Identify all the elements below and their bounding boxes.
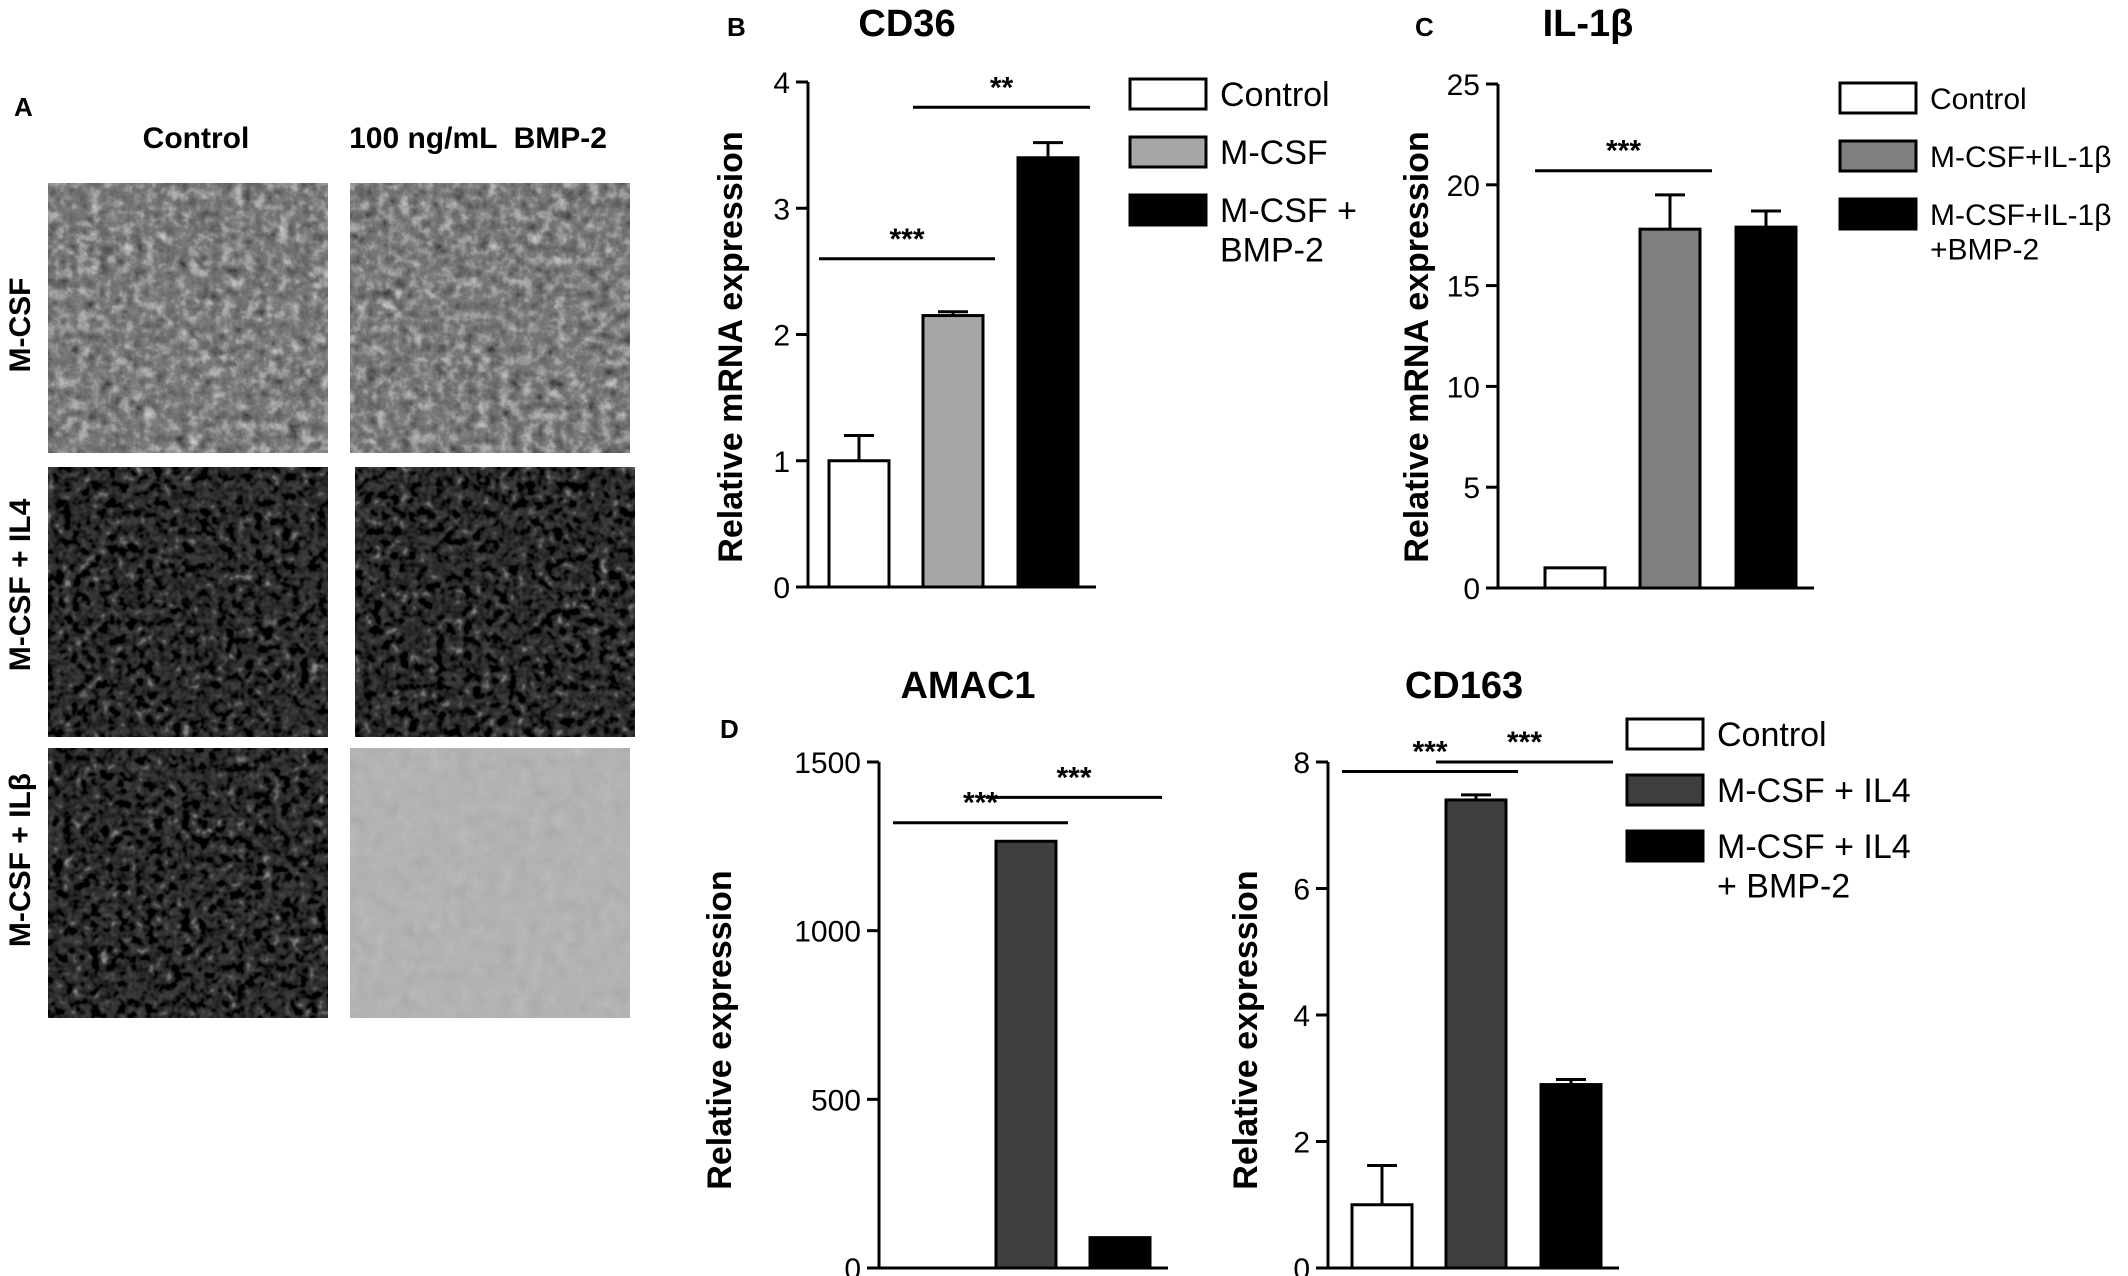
legend-label: Control: [1220, 76, 1330, 114]
y-tick-label: 0: [773, 572, 790, 605]
chart-amac1: D AMAC1 Relative expression 0 500 1000 1500…: [701, 665, 1168, 1276]
legend-label: Control: [1717, 716, 1827, 754]
y-tick-label: 4: [773, 67, 790, 100]
legend-label: M-CSF+IL-1β: [1930, 141, 2111, 174]
legend: Control M-CSF+IL-1β M-CSF+IL-1β +BMP-2: [1838, 81, 2111, 266]
legend-swatch: [1128, 135, 1208, 169]
y-tick-label: 25: [1447, 69, 1480, 102]
significance-label: ***: [1412, 735, 1447, 768]
micrograph-mcsf-bmp2: [350, 183, 630, 453]
legend-swatch: [1128, 77, 1208, 111]
y-tick-label: 2: [773, 320, 790, 353]
y-axis-label: Relative mRNA expression: [1398, 131, 1436, 562]
chart-title: IL-1β: [1543, 3, 1634, 45]
legend-swatch: [1625, 717, 1705, 751]
significance-label: ***: [889, 223, 924, 256]
legend-label: M-CSF + BMP-2: [1220, 192, 1357, 269]
y-axis-label: Relative expression: [1227, 870, 1265, 1189]
legend-label: M-CSF + IL4 + BMP-2: [1717, 828, 1911, 905]
legend-swatch: [1838, 81, 1918, 115]
chart-title: AMAC1: [900, 665, 1035, 707]
y-axis-label: Relative expression: [701, 870, 739, 1189]
plot-area: 0 5 10 15 20 25 ***: [1447, 69, 1814, 606]
bar-3: [1734, 225, 1798, 590]
legend-swatch: [1838, 197, 1918, 231]
bar-1: [1350, 1203, 1414, 1270]
bar-2: [921, 314, 985, 589]
y-tick-label: 1000: [794, 916, 861, 949]
micrograph-ilb-bmp2: [350, 748, 630, 1018]
significance-label: ***: [963, 787, 998, 820]
legend-label: M-CSF: [1220, 134, 1328, 172]
y-axis-label: Relative mRNA expression: [712, 131, 750, 562]
y-tick-label: 3: [773, 193, 790, 226]
legend: Control M-CSF + IL4 M-CSF + IL4 + BMP-2: [1625, 716, 1911, 905]
bar-1: [1543, 566, 1607, 590]
y-tick-label: 5: [1463, 472, 1480, 505]
legend-swatch: [1838, 139, 1918, 173]
bar-2: [994, 839, 1058, 1270]
significance-label: ***: [1606, 135, 1641, 168]
plot-area: 0 500 1000 1500 *** ***: [794, 747, 1168, 1276]
y-tick-label: 0: [844, 1253, 861, 1276]
bar-3: [1088, 1236, 1152, 1270]
legend-label: M-CSF + IL4: [1717, 772, 1911, 810]
y-tick-label: 6: [1293, 874, 1310, 907]
micrograph-il4-bmp2: [355, 467, 635, 737]
significance-label: ***: [1507, 726, 1542, 759]
column-header-bmp2: 100 ng/mL BMP-2: [349, 122, 607, 155]
y-tick-label: 1: [773, 446, 790, 479]
y-tick-label: 8: [1293, 747, 1310, 780]
column-header-control: Control: [143, 122, 250, 155]
bar-3: [1539, 1083, 1603, 1270]
y-tick-label: 4: [1293, 1000, 1310, 1033]
y-tick-label: 0: [1293, 1253, 1310, 1276]
panel-a: A Control 100 ng/mL BMP-2 M-CSF M-CSF + …: [4, 92, 635, 1018]
legend: Control M-CSF M-CSF + BMP-2: [1128, 76, 1357, 269]
y-tick-label: 15: [1447, 271, 1480, 304]
y-tick-label: 20: [1447, 170, 1480, 203]
plot-area: 0 2 4 6 8 *** ***: [1293, 726, 1619, 1276]
y-tick-label: 1500: [794, 747, 861, 780]
legend-label: Control: [1930, 83, 2027, 116]
row-label-mcsf: M-CSF: [4, 278, 37, 373]
legend-swatch: [1625, 773, 1705, 807]
legend-swatch: [1625, 829, 1705, 863]
panel-d-letter: D: [720, 714, 739, 744]
panel-c-letter: C: [1415, 12, 1434, 42]
legend-label: M-CSF+IL-1β +BMP-2: [1930, 199, 2111, 266]
micrograph-ilb-control: [48, 748, 328, 1018]
y-tick-label: 500: [811, 1084, 861, 1117]
legend-swatch: [1128, 193, 1208, 227]
row-label-mcsf-il4: M-CSF + IL4: [4, 498, 37, 671]
micrograph-il4-control: [48, 467, 328, 737]
chart-title: CD36: [858, 3, 955, 45]
bar-1: [827, 459, 891, 589]
chart-il1b: C IL-1β Relative mRNA expression 0 5 10 15 2…: [1398, 3, 2111, 606]
bar-3: [1016, 156, 1080, 589]
y-tick-label: 2: [1293, 1127, 1310, 1160]
chart-cd163: CD163 Relative expression 0 2 4 6 8 *** *** Co…: [1227, 665, 1911, 1276]
row-label-mcsf-ilb: M-CSF + ILβ: [4, 773, 37, 947]
y-tick-label: 10: [1447, 371, 1480, 404]
significance-label: ***: [1056, 761, 1091, 794]
significance-label: **: [990, 71, 1014, 104]
bar-2: [1444, 798, 1508, 1270]
chart-cd36: B CD36 Relative mRNA expression 01234***…: [712, 3, 1357, 605]
chart-title: CD163: [1405, 665, 1523, 707]
micrograph-mcsf-control: [48, 183, 328, 453]
panel-a-letter: A: [14, 92, 33, 122]
bar-2: [1638, 227, 1702, 590]
y-tick-label: 0: [1463, 573, 1480, 606]
panel-b-letter: B: [727, 12, 746, 42]
